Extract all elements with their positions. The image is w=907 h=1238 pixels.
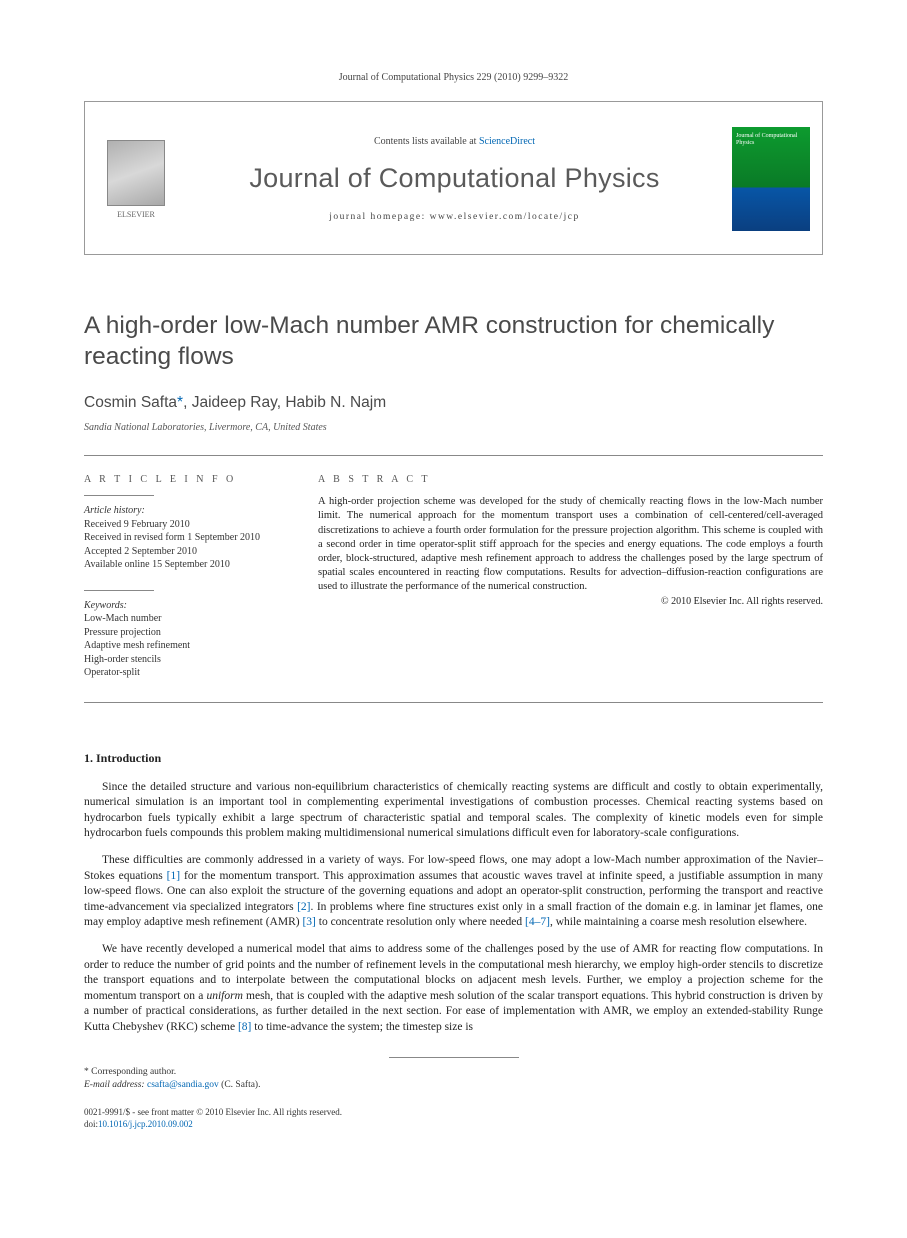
- history-received: Received 9 February 2010: [84, 518, 284, 532]
- paragraph: We have recently developed a numerical m…: [84, 942, 823, 1035]
- email-suffix: (C. Safta).: [219, 1080, 261, 1090]
- keyword: Low-Mach number: [84, 612, 284, 626]
- sub-rule: [84, 590, 154, 591]
- doi-label: doi:: [84, 1119, 98, 1129]
- footnote-block: * Corresponding author. E-mail address: …: [84, 1066, 823, 1091]
- citation-link[interactable]: [8]: [238, 1021, 251, 1033]
- author-primary: Cosmin Safta: [84, 394, 177, 411]
- citation-link[interactable]: [2]: [297, 901, 310, 913]
- text-run: to time-advance the system; the timestep…: [251, 1021, 473, 1033]
- contents-line: Contents lists available at ScienceDirec…: [177, 136, 732, 147]
- keyword: High-order stencils: [84, 653, 284, 667]
- footnote-rule: [389, 1057, 519, 1058]
- citation-link[interactable]: [1]: [167, 870, 180, 882]
- history-revised: Received in revised form 1 September 201…: [84, 531, 284, 545]
- text-run: , while maintaining a coarse mesh resolu…: [550, 916, 807, 928]
- contents-prefix: Contents lists available at: [374, 136, 479, 147]
- horizontal-rule: [84, 702, 823, 703]
- keywords-label: Keywords:: [84, 599, 284, 613]
- copyright-block: 0021-9991/$ - see front matter © 2010 El…: [84, 1107, 823, 1130]
- keyword: Operator-split: [84, 666, 284, 680]
- elsevier-tree-icon: [107, 140, 165, 206]
- abstract-copyright: © 2010 Elsevier Inc. All rights reserved…: [318, 596, 823, 607]
- running-citation: Journal of Computational Physics 229 (20…: [84, 72, 823, 83]
- email-link[interactable]: csafta@sandia.gov: [147, 1080, 219, 1090]
- doi-link[interactable]: 10.1016/j.jcp.2010.09.002: [98, 1119, 193, 1129]
- publisher-name: ELSEVIER: [95, 210, 177, 219]
- history-online: Available online 15 September 2010: [84, 558, 284, 572]
- journal-header: ELSEVIER Contents lists available at Sci…: [84, 101, 823, 255]
- abstract-head: A B S T R A C T: [318, 474, 823, 485]
- paragraph: These difficulties are commonly addresse…: [84, 853, 823, 931]
- text-run: to concentrate resolution only where nee…: [316, 916, 525, 928]
- keyword: Adaptive mesh refinement: [84, 639, 284, 653]
- cover-title: Journal of Computational Physics: [736, 133, 806, 146]
- article-info-head: A R T I C L E I N F O: [84, 474, 284, 485]
- keyword: Pressure projection: [84, 626, 284, 640]
- elsevier-logo: ELSEVIER: [85, 140, 177, 219]
- email-label: E-mail address:: [84, 1080, 147, 1090]
- author-rest: , Jaideep Ray, Habib N. Najm: [183, 394, 386, 411]
- article-title: A high-order low-Mach number AMR constru…: [84, 311, 823, 372]
- authors: Cosmin Safta*, Jaideep Ray, Habib N. Naj…: [84, 394, 823, 412]
- journal-name: Journal of Computational Physics: [177, 163, 732, 194]
- section-heading: 1. Introduction: [84, 751, 823, 766]
- sub-rule: [84, 495, 154, 496]
- affiliation: Sandia National Laboratories, Livermore,…: [84, 422, 823, 433]
- horizontal-rule: [84, 455, 823, 456]
- history-accepted: Accepted 2 September 2010: [84, 545, 284, 559]
- journal-cover-thumbnail: Journal of Computational Physics: [732, 127, 810, 231]
- paragraph: Since the detailed structure and various…: [84, 780, 823, 842]
- journal-homepage: journal homepage: www.elsevier.com/locat…: [177, 212, 732, 222]
- sciencedirect-link[interactable]: ScienceDirect: [479, 136, 535, 147]
- history-label: Article history:: [84, 504, 284, 518]
- corresponding-note: * Corresponding author.: [84, 1066, 823, 1078]
- emphasis: uniform: [206, 990, 242, 1002]
- issn-line: 0021-9991/$ - see front matter © 2010 El…: [84, 1107, 823, 1119]
- citation-link[interactable]: [3]: [302, 916, 315, 928]
- citation-link[interactable]: [4–7]: [525, 916, 550, 928]
- abstract-text: A high-order projection scheme was devel…: [318, 495, 823, 594]
